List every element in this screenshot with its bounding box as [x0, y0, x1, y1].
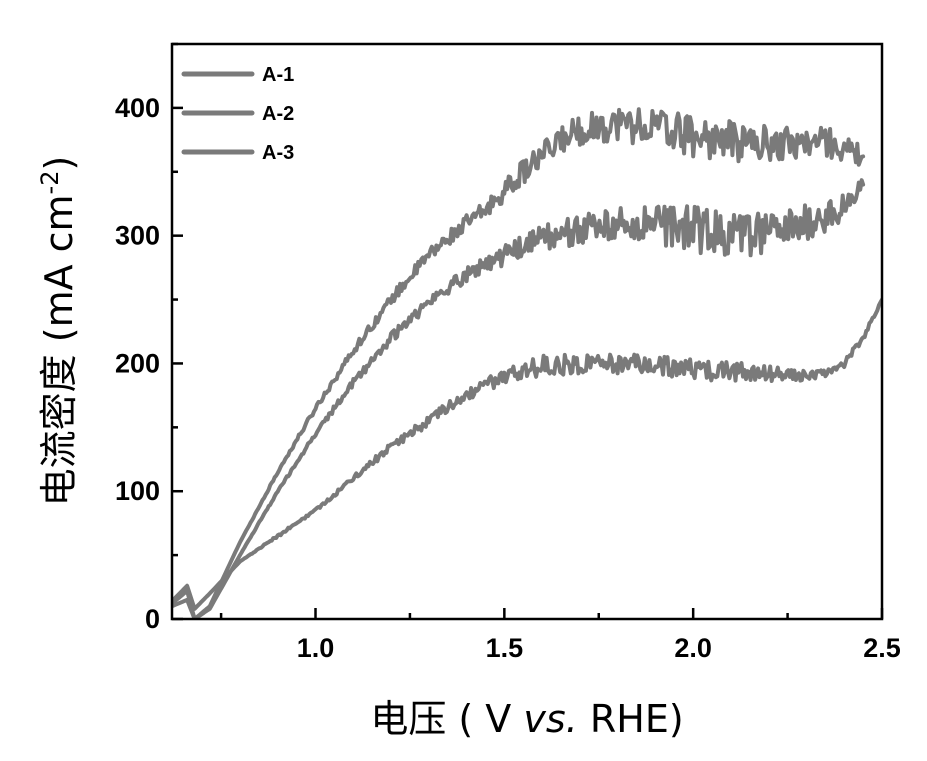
- x-axis-title: 电压 ( V vs. RHE): [370, 697, 683, 741]
- y-tick-label: 100: [115, 476, 160, 506]
- axes: 1.0 1.5 2.0 2.5 0 100 200 300 400: [115, 42, 901, 663]
- x-tick-label: 1.5: [486, 633, 524, 663]
- legend-label-a-3: A-3: [262, 142, 294, 164]
- x-axis-title-italic: vs.: [523, 697, 577, 741]
- legend-label-a-2: A-2: [262, 103, 294, 125]
- x-tick-label: 1.0: [297, 633, 335, 663]
- legend-label-a-1: A-1: [262, 64, 294, 86]
- x-tick-label: 2.0: [674, 633, 712, 663]
- y-axis-title-main: 电流密度 (mA cm: [37, 194, 81, 506]
- series-group: [172, 107, 882, 619]
- legend: A-1 A-2 A-3: [181, 64, 294, 164]
- y-axis-title: 电流密度 (mA cm-2): [36, 156, 81, 507]
- y-tick-label: 300: [115, 221, 160, 251]
- x-tick-label: 2.5: [863, 633, 901, 663]
- y-tick-label: 400: [115, 93, 160, 123]
- plot-frame: [170, 42, 884, 621]
- series-line-a-1: [172, 107, 866, 619]
- y-axis-title-close: ): [37, 156, 81, 171]
- y-tick-label: 200: [115, 348, 160, 378]
- y-tick-label: 0: [145, 604, 160, 634]
- series-line-a-3: [172, 297, 882, 611]
- x-axis-title-prefix: 电压 ( V: [370, 697, 523, 741]
- y-axis-title-superscript: -2: [36, 170, 64, 194]
- series-line-a-2: [172, 178, 866, 619]
- x-axis-title-suffix: RHE): [578, 697, 684, 741]
